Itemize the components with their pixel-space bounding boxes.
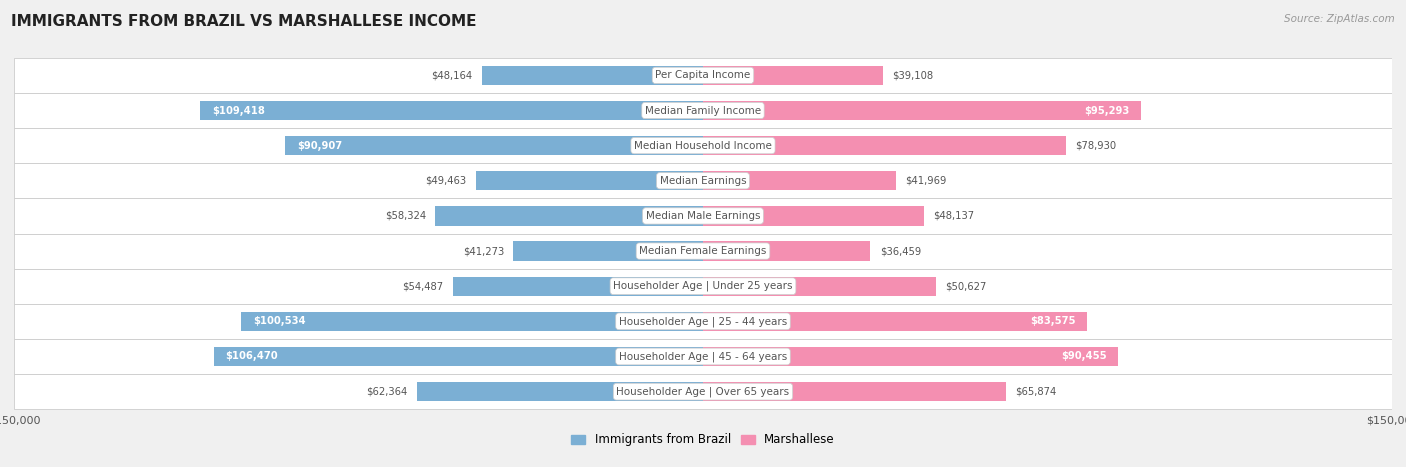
Text: $65,874: $65,874 [1015,387,1056,396]
Text: Median Household Income: Median Household Income [634,141,772,151]
Bar [703,171,896,191]
Text: $41,273: $41,273 [463,246,505,256]
Text: $95,293: $95,293 [1084,106,1129,115]
Text: Per Capita Income: Per Capita Income [655,71,751,80]
Bar [14,58,1392,93]
Bar [703,101,1140,120]
Bar [703,136,1066,156]
Text: Householder Age | 45 - 64 years: Householder Age | 45 - 64 years [619,351,787,362]
Text: $109,418: $109,418 [212,106,264,115]
Bar [14,339,1392,374]
Bar [703,276,935,296]
Text: $106,470: $106,470 [225,352,278,361]
Bar [482,66,703,85]
Bar [14,374,1392,409]
Text: $83,575: $83,575 [1029,316,1076,326]
Bar [242,311,703,331]
Bar [513,241,703,261]
Bar [214,347,703,366]
Text: $48,164: $48,164 [432,71,472,80]
Bar [14,93,1392,128]
Text: $39,108: $39,108 [891,71,934,80]
Bar [703,241,870,261]
Text: $41,969: $41,969 [905,176,946,186]
Bar [703,382,1005,401]
Text: $36,459: $36,459 [880,246,921,256]
Text: Householder Age | Over 65 years: Householder Age | Over 65 years [616,386,790,397]
Bar [703,347,1118,366]
Text: $48,137: $48,137 [934,211,974,221]
Text: $58,324: $58,324 [385,211,426,221]
Text: $49,463: $49,463 [426,176,467,186]
Bar [703,311,1087,331]
Legend: Immigrants from Brazil, Marshallese: Immigrants from Brazil, Marshallese [567,429,839,451]
Bar [703,66,883,85]
Text: Householder Age | Under 25 years: Householder Age | Under 25 years [613,281,793,291]
Text: IMMIGRANTS FROM BRAZIL VS MARSHALLESE INCOME: IMMIGRANTS FROM BRAZIL VS MARSHALLESE IN… [11,14,477,29]
Bar [434,206,703,226]
Text: Source: ZipAtlas.com: Source: ZipAtlas.com [1284,14,1395,24]
Bar [416,382,703,401]
Bar [14,304,1392,339]
Bar [201,101,703,120]
Text: $100,534: $100,534 [253,316,305,326]
Bar [14,234,1392,269]
Text: $50,627: $50,627 [945,281,986,291]
Text: Median Female Earnings: Median Female Earnings [640,246,766,256]
Bar [14,198,1392,234]
Text: $62,364: $62,364 [366,387,408,396]
Text: $78,930: $78,930 [1074,141,1116,151]
Text: $90,455: $90,455 [1062,352,1107,361]
Bar [703,206,924,226]
Bar [14,269,1392,304]
Text: Median Male Earnings: Median Male Earnings [645,211,761,221]
Bar [14,128,1392,163]
Text: Median Earnings: Median Earnings [659,176,747,186]
Text: Median Family Income: Median Family Income [645,106,761,115]
Bar [453,276,703,296]
Text: $90,907: $90,907 [297,141,342,151]
Bar [475,171,703,191]
Bar [14,163,1392,198]
Text: Householder Age | 25 - 44 years: Householder Age | 25 - 44 years [619,316,787,326]
Text: $54,487: $54,487 [402,281,443,291]
Bar [285,136,703,156]
